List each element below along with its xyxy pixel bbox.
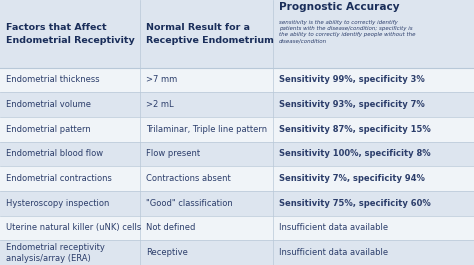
Text: Sensitivity 87%, specificity 15%: Sensitivity 87%, specificity 15% [279,125,430,134]
Bar [0,68,474,92]
Bar [0,92,474,117]
Text: Endometrial volume: Endometrial volume [6,100,91,109]
Text: Normal Result for a
Receptive Endometrium: Normal Result for a Receptive Endometriu… [146,23,274,45]
Text: Insufficient data available: Insufficient data available [279,248,388,257]
Text: Flow present: Flow present [146,149,200,158]
Text: Sensitivity 7%, specificity 94%: Sensitivity 7%, specificity 94% [279,174,425,183]
Text: Sensitivity 75%, specificity 60%: Sensitivity 75%, specificity 60% [279,199,430,208]
Bar [0,240,474,265]
Text: Trilaminar, Triple line pattern: Trilaminar, Triple line pattern [146,125,267,134]
Bar [0,0,474,68]
Bar [0,191,474,216]
Text: Factors that Affect
Endometrial Receptivity: Factors that Affect Endometrial Receptiv… [6,23,135,45]
Bar [0,166,474,191]
Text: Insufficient data available: Insufficient data available [279,223,388,232]
Text: >2 mL: >2 mL [146,100,173,109]
Text: Sensitivity 93%, specificity 7%: Sensitivity 93%, specificity 7% [279,100,424,109]
Text: Uterine natural killer (uNK) cells: Uterine natural killer (uNK) cells [6,223,141,232]
Text: "Good" classification: "Good" classification [146,199,233,208]
Text: Endometrial contractions: Endometrial contractions [6,174,112,183]
Text: Endometrial pattern: Endometrial pattern [6,125,91,134]
Bar [0,216,474,240]
Text: Endometrial thickness: Endometrial thickness [6,76,100,85]
Text: Hysteroscopy inspection: Hysteroscopy inspection [6,199,109,208]
Bar [0,142,474,166]
Text: Sensitivity 100%, specificity 8%: Sensitivity 100%, specificity 8% [279,149,430,158]
Text: Sensitivity 99%, specificity 3%: Sensitivity 99%, specificity 3% [279,76,424,85]
Text: Receptive: Receptive [146,248,188,257]
Text: Contractions absent: Contractions absent [146,174,231,183]
Text: sensitivity is the ability to correctly identify
patients with the disease/condi: sensitivity is the ability to correctly … [279,20,415,43]
Text: Not defined: Not defined [146,223,195,232]
Text: Endometrial blood flow: Endometrial blood flow [6,149,103,158]
Text: Endometrial receptivity
analysis/array (ERA): Endometrial receptivity analysis/array (… [6,243,105,263]
Text: Prognostic Accuracy: Prognostic Accuracy [279,2,399,12]
Bar [0,117,474,142]
Text: >7 mm: >7 mm [146,76,177,85]
